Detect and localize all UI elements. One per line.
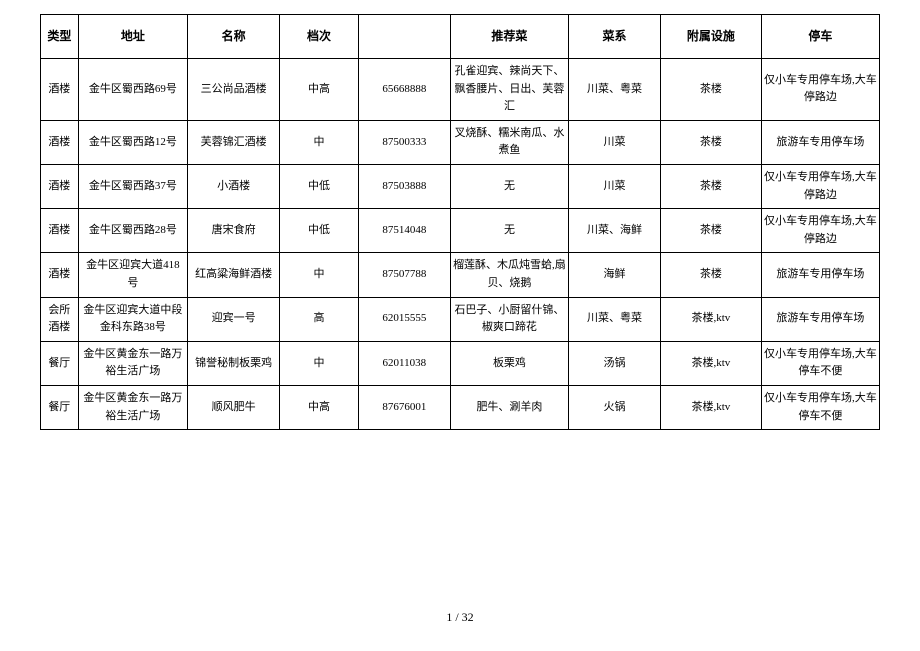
col-grade: 档次 (280, 15, 359, 59)
col-phone (358, 15, 450, 59)
table-cell: 板栗鸡 (450, 341, 568, 385)
col-recommend: 推荐菜 (450, 15, 568, 59)
page-total: 32 (462, 610, 474, 624)
table-cell: 叉烧酥、糯米南瓜、水煮鱼 (450, 120, 568, 164)
table-cell: 中 (280, 253, 359, 297)
table-cell: 酒楼 (41, 164, 79, 208)
table-cell: 川菜、粤菜 (569, 59, 661, 121)
table-cell: 旅游车专用停车场 (761, 297, 879, 341)
col-address: 地址 (78, 15, 187, 59)
table-row: 会所酒楼金牛区迎宾大道中段金科东路38号迎宾一号高62015555石巴子、小厨留… (41, 297, 880, 341)
page-footer: 1 / 32 (0, 610, 920, 625)
table-cell: 仅小车专用停车场,大车停路边 (761, 59, 879, 121)
table-cell: 酒楼 (41, 59, 79, 121)
table-cell: 三公尚品酒楼 (188, 59, 280, 121)
table-cell: 金牛区蜀西路28号 (78, 209, 187, 253)
table-cell: 金牛区黄金东一路万裕生活广场 (78, 385, 187, 429)
table-cell: 仅小车专用停车场,大车停车不便 (761, 385, 879, 429)
table-cell: 旅游车专用停车场 (761, 253, 879, 297)
table-cell: 肥牛、涮羊肉 (450, 385, 568, 429)
col-parking: 停车 (761, 15, 879, 59)
table-cell: 金牛区迎宾大道418号 (78, 253, 187, 297)
table-cell: 仅小车专用停车场,大车停车不便 (761, 341, 879, 385)
table-cell: 海鲜 (569, 253, 661, 297)
table-cell: 中高 (280, 385, 359, 429)
table-cell: 酒楼 (41, 209, 79, 253)
table-cell: 62015555 (358, 297, 450, 341)
table-cell: 芙蓉锦汇酒楼 (188, 120, 280, 164)
table-cell: 高 (280, 297, 359, 341)
table-cell: 孔雀迎宾、辣尚天下、飘香腰片、日出、芙蓉汇 (450, 59, 568, 121)
table-cell: 中 (280, 341, 359, 385)
table-cell: 中 (280, 120, 359, 164)
table-cell: 川菜 (569, 164, 661, 208)
table-cell: 红高粱海鲜酒楼 (188, 253, 280, 297)
table-cell: 顺风肥牛 (188, 385, 280, 429)
col-name: 名称 (188, 15, 280, 59)
table-row: 酒楼金牛区蜀西路69号三公尚品酒楼中高65668888孔雀迎宾、辣尚天下、飘香腰… (41, 59, 880, 121)
table-cell: 酒楼 (41, 120, 79, 164)
table-cell: 旅游车专用停车场 (761, 120, 879, 164)
table-cell: 榴莲酥、木瓜炖雪蛤,扇贝、烧鹅 (450, 253, 568, 297)
table-cell: 会所酒楼 (41, 297, 79, 341)
table-cell: 金牛区迎宾大道中段金科东路38号 (78, 297, 187, 341)
table-row: 餐厅金牛区黄金东一路万裕生活广场锦誉秘制板栗鸡中62011038板栗鸡汤锅茶楼,… (41, 341, 880, 385)
table-cell: 餐厅 (41, 385, 79, 429)
table-cell: 酒楼 (41, 253, 79, 297)
table-cell: 无 (450, 209, 568, 253)
table-cell: 茶楼 (661, 209, 762, 253)
table-cell: 茶楼,ktv (661, 385, 762, 429)
table-cell: 茶楼 (661, 164, 762, 208)
table-cell: 无 (450, 164, 568, 208)
table-cell: 中低 (280, 209, 359, 253)
page-sep: / (452, 610, 461, 624)
table-cell: 87503888 (358, 164, 450, 208)
table-cell: 仅小车专用停车场,大车停路边 (761, 164, 879, 208)
table-row: 酒楼金牛区蜀西路12号芙蓉锦汇酒楼中87500333叉烧酥、糯米南瓜、水煮鱼川菜… (41, 120, 880, 164)
table-cell: 中低 (280, 164, 359, 208)
table-cell: 川菜、海鲜 (569, 209, 661, 253)
table-cell: 迎宾一号 (188, 297, 280, 341)
table-cell: 62011038 (358, 341, 450, 385)
table-cell: 唐宋食府 (188, 209, 280, 253)
table-header-row: 类型 地址 名称 档次 推荐菜 菜系 附属设施 停车 (41, 15, 880, 59)
table-cell: 餐厅 (41, 341, 79, 385)
table-cell: 仅小车专用停车场,大车停路边 (761, 209, 879, 253)
table-cell: 茶楼 (661, 253, 762, 297)
table-cell: 65668888 (358, 59, 450, 121)
table-cell: 茶楼 (661, 59, 762, 121)
restaurant-table: 类型 地址 名称 档次 推荐菜 菜系 附属设施 停车 酒楼金牛区蜀西路69号三公… (40, 14, 880, 430)
table-cell: 火锅 (569, 385, 661, 429)
table-cell: 石巴子、小厨留什锦、椒爽口蹄花 (450, 297, 568, 341)
table-row: 餐厅金牛区黄金东一路万裕生活广场顺风肥牛中高87676001肥牛、涮羊肉火锅茶楼… (41, 385, 880, 429)
table-cell: 小酒楼 (188, 164, 280, 208)
table-row: 酒楼金牛区蜀西路28号唐宋食府中低87514048无川菜、海鲜茶楼仅小车专用停车… (41, 209, 880, 253)
table-cell: 87507788 (358, 253, 450, 297)
table-cell: 87500333 (358, 120, 450, 164)
page: 类型 地址 名称 档次 推荐菜 菜系 附属设施 停车 酒楼金牛区蜀西路69号三公… (0, 0, 920, 430)
table-cell: 茶楼 (661, 120, 762, 164)
table-cell: 金牛区蜀西路69号 (78, 59, 187, 121)
table-row: 酒楼金牛区迎宾大道418号红高粱海鲜酒楼中87507788榴莲酥、木瓜炖雪蛤,扇… (41, 253, 880, 297)
table-row: 酒楼金牛区蜀西路37号小酒楼中低87503888无川菜茶楼仅小车专用停车场,大车… (41, 164, 880, 208)
table-cell: 汤锅 (569, 341, 661, 385)
table-cell: 川菜 (569, 120, 661, 164)
table-cell: 茶楼,ktv (661, 297, 762, 341)
table-body: 酒楼金牛区蜀西路69号三公尚品酒楼中高65668888孔雀迎宾、辣尚天下、飘香腰… (41, 59, 880, 430)
col-cuisine: 菜系 (569, 15, 661, 59)
table-cell: 川菜、粤菜 (569, 297, 661, 341)
col-type: 类型 (41, 15, 79, 59)
table-cell: 87514048 (358, 209, 450, 253)
col-facilities: 附属设施 (661, 15, 762, 59)
table-cell: 茶楼,ktv (661, 341, 762, 385)
table-cell: 金牛区蜀西路37号 (78, 164, 187, 208)
table-cell: 87676001 (358, 385, 450, 429)
table-cell: 中高 (280, 59, 359, 121)
table-cell: 金牛区蜀西路12号 (78, 120, 187, 164)
table-cell: 锦誉秘制板栗鸡 (188, 341, 280, 385)
table-cell: 金牛区黄金东一路万裕生活广场 (78, 341, 187, 385)
